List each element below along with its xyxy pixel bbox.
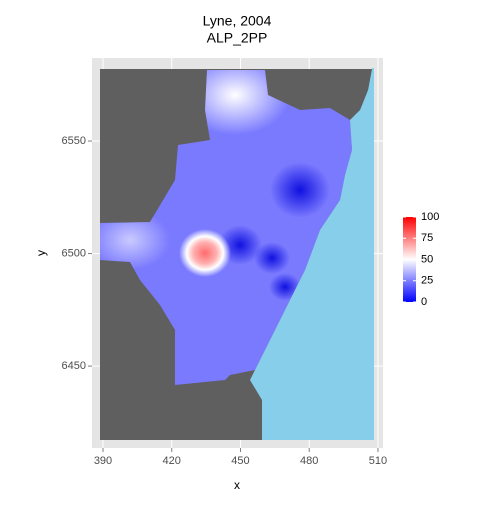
x-tick-label: 480	[300, 455, 318, 467]
x-axis-label: x	[234, 478, 240, 492]
x-tick-label: 420	[163, 455, 181, 467]
chart-subtitle: ALP_2PP	[207, 30, 268, 46]
colorbar-label: 50	[421, 253, 433, 265]
y-tick-label: 6550	[62, 135, 86, 147]
colorbar	[403, 217, 416, 302]
y-axis-label: y	[34, 250, 48, 256]
colorbar-label: 0	[421, 296, 427, 308]
colorbar-label: 100	[421, 211, 439, 223]
x-tick-label: 510	[369, 455, 387, 467]
colorbar-label: 75	[421, 232, 433, 244]
colorbar-label: 25	[421, 275, 433, 287]
sea	[250, 68, 374, 440]
y-tick-label: 6500	[62, 247, 86, 259]
x-tick-label: 390	[94, 455, 112, 467]
x-tick-label: 450	[231, 455, 249, 467]
chart-title: Lyne, 2004	[203, 13, 272, 29]
y-tick-label: 6450	[62, 360, 86, 372]
land	[278, 69, 372, 118]
